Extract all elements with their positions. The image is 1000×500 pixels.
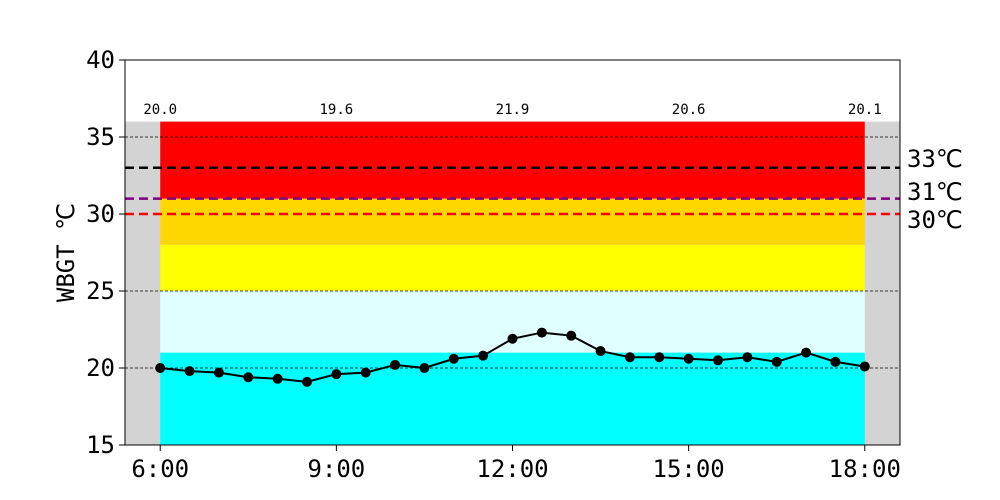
data-point bbox=[830, 356, 841, 367]
x-tick-label: 6:00 bbox=[131, 455, 189, 483]
y-tick-label: 40 bbox=[86, 46, 115, 74]
data-point bbox=[771, 356, 782, 367]
data-point bbox=[390, 359, 401, 370]
risk-band-0 bbox=[160, 352, 865, 445]
threshold-lines-layer: 33℃ 31℃30℃ bbox=[125, 145, 963, 234]
data-point bbox=[507, 333, 518, 344]
data-point bbox=[595, 346, 606, 357]
data-point bbox=[184, 366, 195, 377]
data-point bbox=[419, 363, 430, 373]
top-value-label: 19.6 bbox=[320, 102, 354, 118]
gridlines-layer bbox=[125, 136, 900, 369]
data-point bbox=[213, 367, 224, 378]
data-point bbox=[801, 347, 812, 358]
data-point bbox=[272, 373, 283, 384]
risk-band-4 bbox=[160, 121, 865, 199]
y-tick-label: 25 bbox=[86, 277, 115, 305]
threshold-label-31: 31℃ bbox=[907, 178, 963, 206]
x-tick-label: 18:00 bbox=[829, 455, 901, 483]
threshold-label-33: 33℃ bbox=[907, 145, 963, 173]
y-tick-label: 15 bbox=[86, 431, 115, 459]
data-point bbox=[683, 353, 694, 364]
series-layer bbox=[155, 327, 870, 387]
data-point bbox=[624, 352, 635, 363]
top-value-label: 21.9 bbox=[496, 102, 530, 118]
y-axis-label: WBGT ℃ bbox=[52, 203, 80, 302]
x-tick-label: 15:00 bbox=[653, 455, 725, 483]
risk-band-3 bbox=[160, 198, 865, 245]
y-tick-label: 35 bbox=[86, 123, 115, 151]
risk-band-2 bbox=[160, 244, 865, 291]
y-tick-label: 20 bbox=[86, 354, 115, 382]
y-tick-label: 30 bbox=[86, 200, 115, 228]
data-point bbox=[742, 352, 753, 363]
risk-bands-layer bbox=[160, 121, 865, 445]
data-point bbox=[448, 353, 459, 364]
data-point bbox=[712, 355, 723, 366]
axes-layer: 15 20 25 30 35 40 6:00 9:00 12:00 15:00 18:00 bbox=[86, 46, 901, 483]
data-point bbox=[331, 369, 342, 380]
data-point bbox=[859, 361, 870, 372]
top-value-label: 20.6 bbox=[672, 102, 706, 118]
data-point bbox=[566, 330, 577, 341]
data-point bbox=[155, 363, 166, 373]
data-point bbox=[654, 352, 665, 363]
data-point bbox=[536, 327, 547, 338]
top-labels-layer: 20.0 19.6 21.9 20.6 20.1 bbox=[143, 102, 881, 118]
data-point bbox=[478, 350, 489, 361]
data-point bbox=[243, 372, 254, 383]
data-point bbox=[360, 367, 371, 378]
top-value-label: 20.1 bbox=[848, 102, 882, 118]
top-value-label: 20.0 bbox=[143, 102, 177, 118]
x-tick-label: 9:00 bbox=[307, 455, 365, 483]
x-tick-label: 12:00 bbox=[476, 455, 548, 483]
threshold-label-30: 30℃ bbox=[907, 206, 963, 234]
data-point bbox=[302, 376, 313, 387]
